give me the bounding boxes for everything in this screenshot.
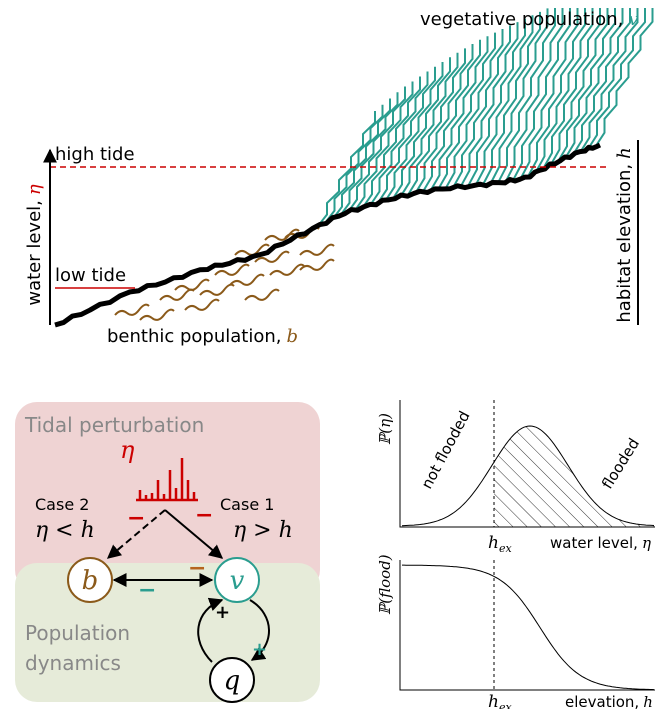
plant-stem xyxy=(431,36,488,190)
case2-title: Case 2 xyxy=(35,495,89,514)
elevation-label: habitat elevation,h xyxy=(614,147,635,322)
node-b-label: b xyxy=(82,566,99,596)
flood-curve xyxy=(402,565,654,690)
benthic-squiggle xyxy=(175,280,209,290)
plant-stem xyxy=(476,15,533,185)
node-q-label: q xyxy=(224,666,241,696)
threshold-label: hex xyxy=(488,692,512,709)
benthic-squiggle xyxy=(300,245,334,255)
region-label: flooded xyxy=(598,435,643,492)
vegetation xyxy=(318,8,653,226)
plant-stem xyxy=(483,12,540,185)
plot1-xlabel: water level,η xyxy=(550,534,651,552)
benthic-organisms xyxy=(115,228,334,320)
plant-stem xyxy=(446,29,503,189)
plant-stem xyxy=(416,44,473,193)
case1-condition: η > h xyxy=(233,518,293,543)
vegetation-label: vegetative population,v xyxy=(420,9,639,30)
sign: − xyxy=(127,506,145,531)
plant-stem xyxy=(468,19,525,187)
tidal-title: Tidal perturbation xyxy=(24,413,204,437)
benthic-squiggle xyxy=(115,305,149,315)
plot2-ylabel: ℙ(flood) xyxy=(376,554,394,615)
benthic-squiggle xyxy=(185,300,219,310)
plant-stem xyxy=(318,111,375,226)
benthic-squiggle xyxy=(200,285,234,295)
plot1-ylabel: ℙ(η) xyxy=(376,413,394,445)
water-level-label: water level,η xyxy=(24,184,45,306)
plant-stem xyxy=(453,25,510,187)
sign: + xyxy=(252,639,267,660)
plot2-xlabel: elevation,h xyxy=(565,693,653,709)
sign: + xyxy=(215,602,230,623)
plot2-axes xyxy=(400,560,655,690)
case2-condition: η < h xyxy=(35,518,95,543)
eta-symbol: η xyxy=(120,436,135,464)
region-label: not flooded xyxy=(418,408,474,492)
population-title: dynamics xyxy=(25,651,121,675)
population-title: Population xyxy=(25,621,130,645)
benthic-squiggle xyxy=(160,290,194,300)
benthic-squiggle xyxy=(140,310,174,320)
threshold-label: hex xyxy=(488,533,512,555)
low-tide-label: low tide xyxy=(55,265,126,286)
node-v-label: v xyxy=(230,566,245,596)
benthic-label: benthic population,b xyxy=(107,326,298,347)
benthic-squiggle xyxy=(300,260,334,270)
benthic-squiggle xyxy=(245,290,279,300)
benthic-squiggle xyxy=(270,265,304,275)
plant-stem xyxy=(506,8,563,182)
plant-stem xyxy=(461,22,518,187)
plant-stem xyxy=(423,40,480,192)
sign: − xyxy=(188,556,206,581)
plant-stem xyxy=(438,33,495,190)
case1-title: Case 1 xyxy=(220,495,274,514)
sign: − xyxy=(138,578,156,603)
plant-stem xyxy=(498,8,555,183)
sign: − xyxy=(195,503,213,528)
figure: high tide low tide water level,η habitat… xyxy=(0,0,665,709)
benthic-squiggle xyxy=(230,275,264,285)
high-tide-label: high tide xyxy=(55,144,135,165)
